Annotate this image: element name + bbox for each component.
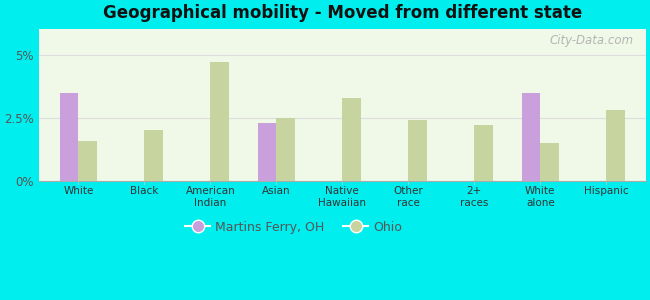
Bar	[540, 143, 559, 181]
Bar	[474, 125, 493, 181]
Title: Geographical mobility - Moved from different state: Geographical mobility - Moved from diffe…	[103, 4, 582, 22]
Bar	[343, 98, 361, 181]
Bar	[60, 92, 79, 181]
Bar	[79, 141, 97, 181]
Bar	[408, 120, 427, 181]
Legend: Martins Ferry, OH, Ohio: Martins Ferry, OH, Ohio	[180, 216, 407, 238]
Bar	[258, 123, 276, 181]
Bar	[522, 92, 540, 181]
Bar	[144, 130, 163, 181]
Bar	[606, 110, 625, 181]
Bar	[276, 118, 295, 181]
Text: City-Data.com: City-Data.com	[549, 34, 634, 47]
Bar	[211, 62, 229, 181]
